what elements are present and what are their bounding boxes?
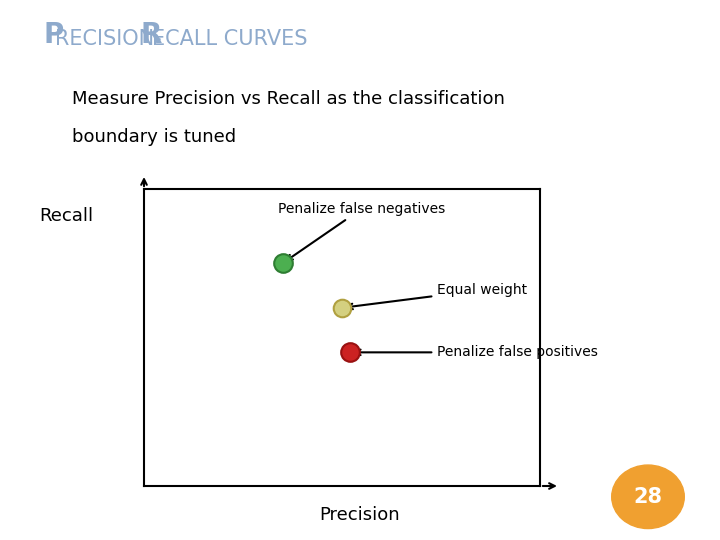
Text: Penalize false negatives: Penalize false negatives [278, 202, 446, 260]
Text: 28: 28 [634, 487, 662, 507]
Text: Precision: Precision [320, 506, 400, 524]
Circle shape [612, 465, 684, 529]
Point [344, 348, 356, 356]
Text: Recall: Recall [40, 207, 94, 225]
Text: RECISION-: RECISION- [55, 29, 161, 49]
Text: P: P [43, 21, 63, 49]
Text: Equal weight: Equal weight [347, 283, 527, 309]
Text: Measure Precision vs Recall as the classification: Measure Precision vs Recall as the class… [72, 90, 505, 108]
Text: R: R [140, 21, 162, 49]
Text: Penalize false positives: Penalize false positives [355, 346, 598, 359]
Point [277, 259, 289, 267]
Text: boundary is tuned: boundary is tuned [72, 128, 236, 146]
Point [336, 303, 348, 312]
Text: ECALL CURVES: ECALL CURVES [152, 29, 307, 49]
